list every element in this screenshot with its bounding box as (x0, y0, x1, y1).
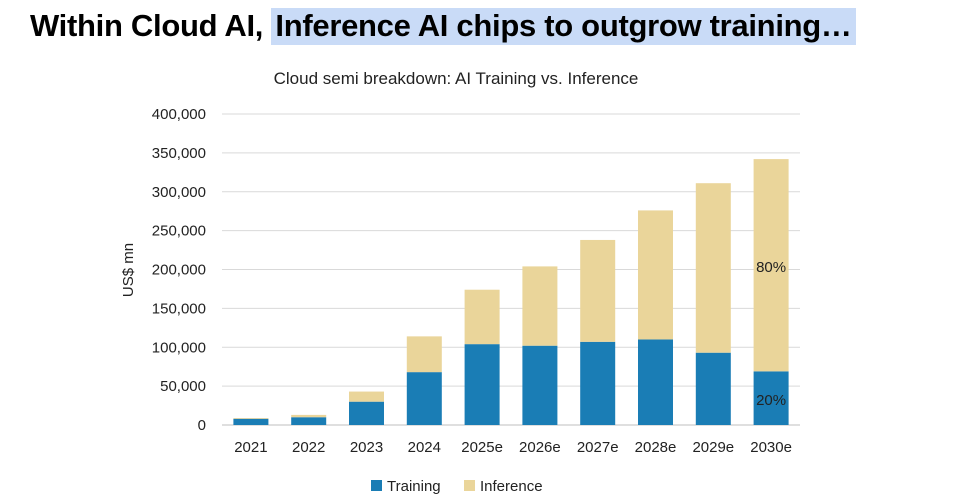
chart-title: Cloud semi breakdown: AI Training vs. In… (274, 69, 639, 88)
annotations: 80% 20% (756, 259, 786, 409)
x-axis-ticks: 2021 2022 2023 2024 2025e 2026e 2027e 2028e 2029… (234, 439, 792, 456)
bar-inference-2025e (464, 289, 500, 345)
headline-highlight: Inference AI chips to outgrow training… (271, 8, 856, 45)
bars (233, 159, 789, 425)
y-tick-label: 150,000 (152, 300, 206, 317)
bar-inference-2030e (753, 159, 789, 372)
x-tick-label: 2024 (408, 439, 441, 456)
y-tick-label: 100,000 (152, 339, 206, 356)
y-tick-label: 350,000 (152, 145, 206, 162)
y-tick-label: 200,000 (152, 262, 206, 279)
bar-inference-2029e (695, 183, 731, 353)
headline-prefix: Within Cloud AI, (30, 8, 272, 43)
y-axis-ticks: 0 50,000 100,000 150,000 200,000 250,000 300,0… (152, 106, 206, 434)
legend-swatch-inference (464, 480, 475, 491)
y-tick-label: 400,000 (152, 106, 206, 123)
bar-inference-2024 (406, 336, 442, 373)
bar-training-2025e (464, 344, 500, 425)
legend: Training Inference (371, 478, 543, 495)
bar-training-2028e (638, 339, 673, 425)
y-tick-label: 0 (198, 417, 206, 434)
bar-inference-2022 (291, 414, 327, 418)
x-tick-label: 2023 (350, 439, 383, 456)
bar-inference-2021 (233, 418, 269, 419)
bar-training-2021 (233, 418, 269, 425)
annotation-label: 20% (756, 392, 786, 409)
x-tick-label: 2022 (292, 439, 325, 456)
bar-training-2023 (349, 401, 384, 425)
annotation-label: 80% (756, 259, 786, 276)
headline: Within Cloud AI, Inference AI chips to o… (30, 8, 856, 45)
x-tick-label: 2025e (461, 439, 503, 456)
y-tick-label: 50,000 (160, 378, 206, 395)
bar-inference-2023 (349, 391, 384, 402)
bar-training-2026e (522, 345, 558, 425)
legend-swatch-training (371, 480, 382, 491)
bar-training-2030e (753, 371, 789, 425)
legend-label-inference: Inference (480, 478, 543, 495)
bar-inference-2026e (522, 266, 558, 346)
x-tick-label: 2030e (750, 439, 792, 456)
x-tick-label: 2028e (635, 439, 677, 456)
bar-inference-2027e (580, 239, 616, 342)
bar-training-2022 (291, 417, 327, 425)
bar-training-2027e (580, 341, 616, 425)
legend-label-training: Training (387, 478, 441, 495)
y-tick-label: 250,000 (152, 223, 206, 240)
y-tick-label: 300,000 (152, 184, 206, 201)
bar-training-2029e (695, 352, 731, 425)
bar-training-2024 (406, 372, 442, 425)
x-tick-label: 2029e (692, 439, 734, 456)
x-tick-label: 2021 (234, 439, 267, 456)
x-tick-label: 2026e (519, 439, 561, 456)
x-tick-label: 2027e (577, 439, 619, 456)
y-axis-label: US$ mn (120, 243, 137, 297)
bar-inference-2028e (638, 210, 673, 340)
